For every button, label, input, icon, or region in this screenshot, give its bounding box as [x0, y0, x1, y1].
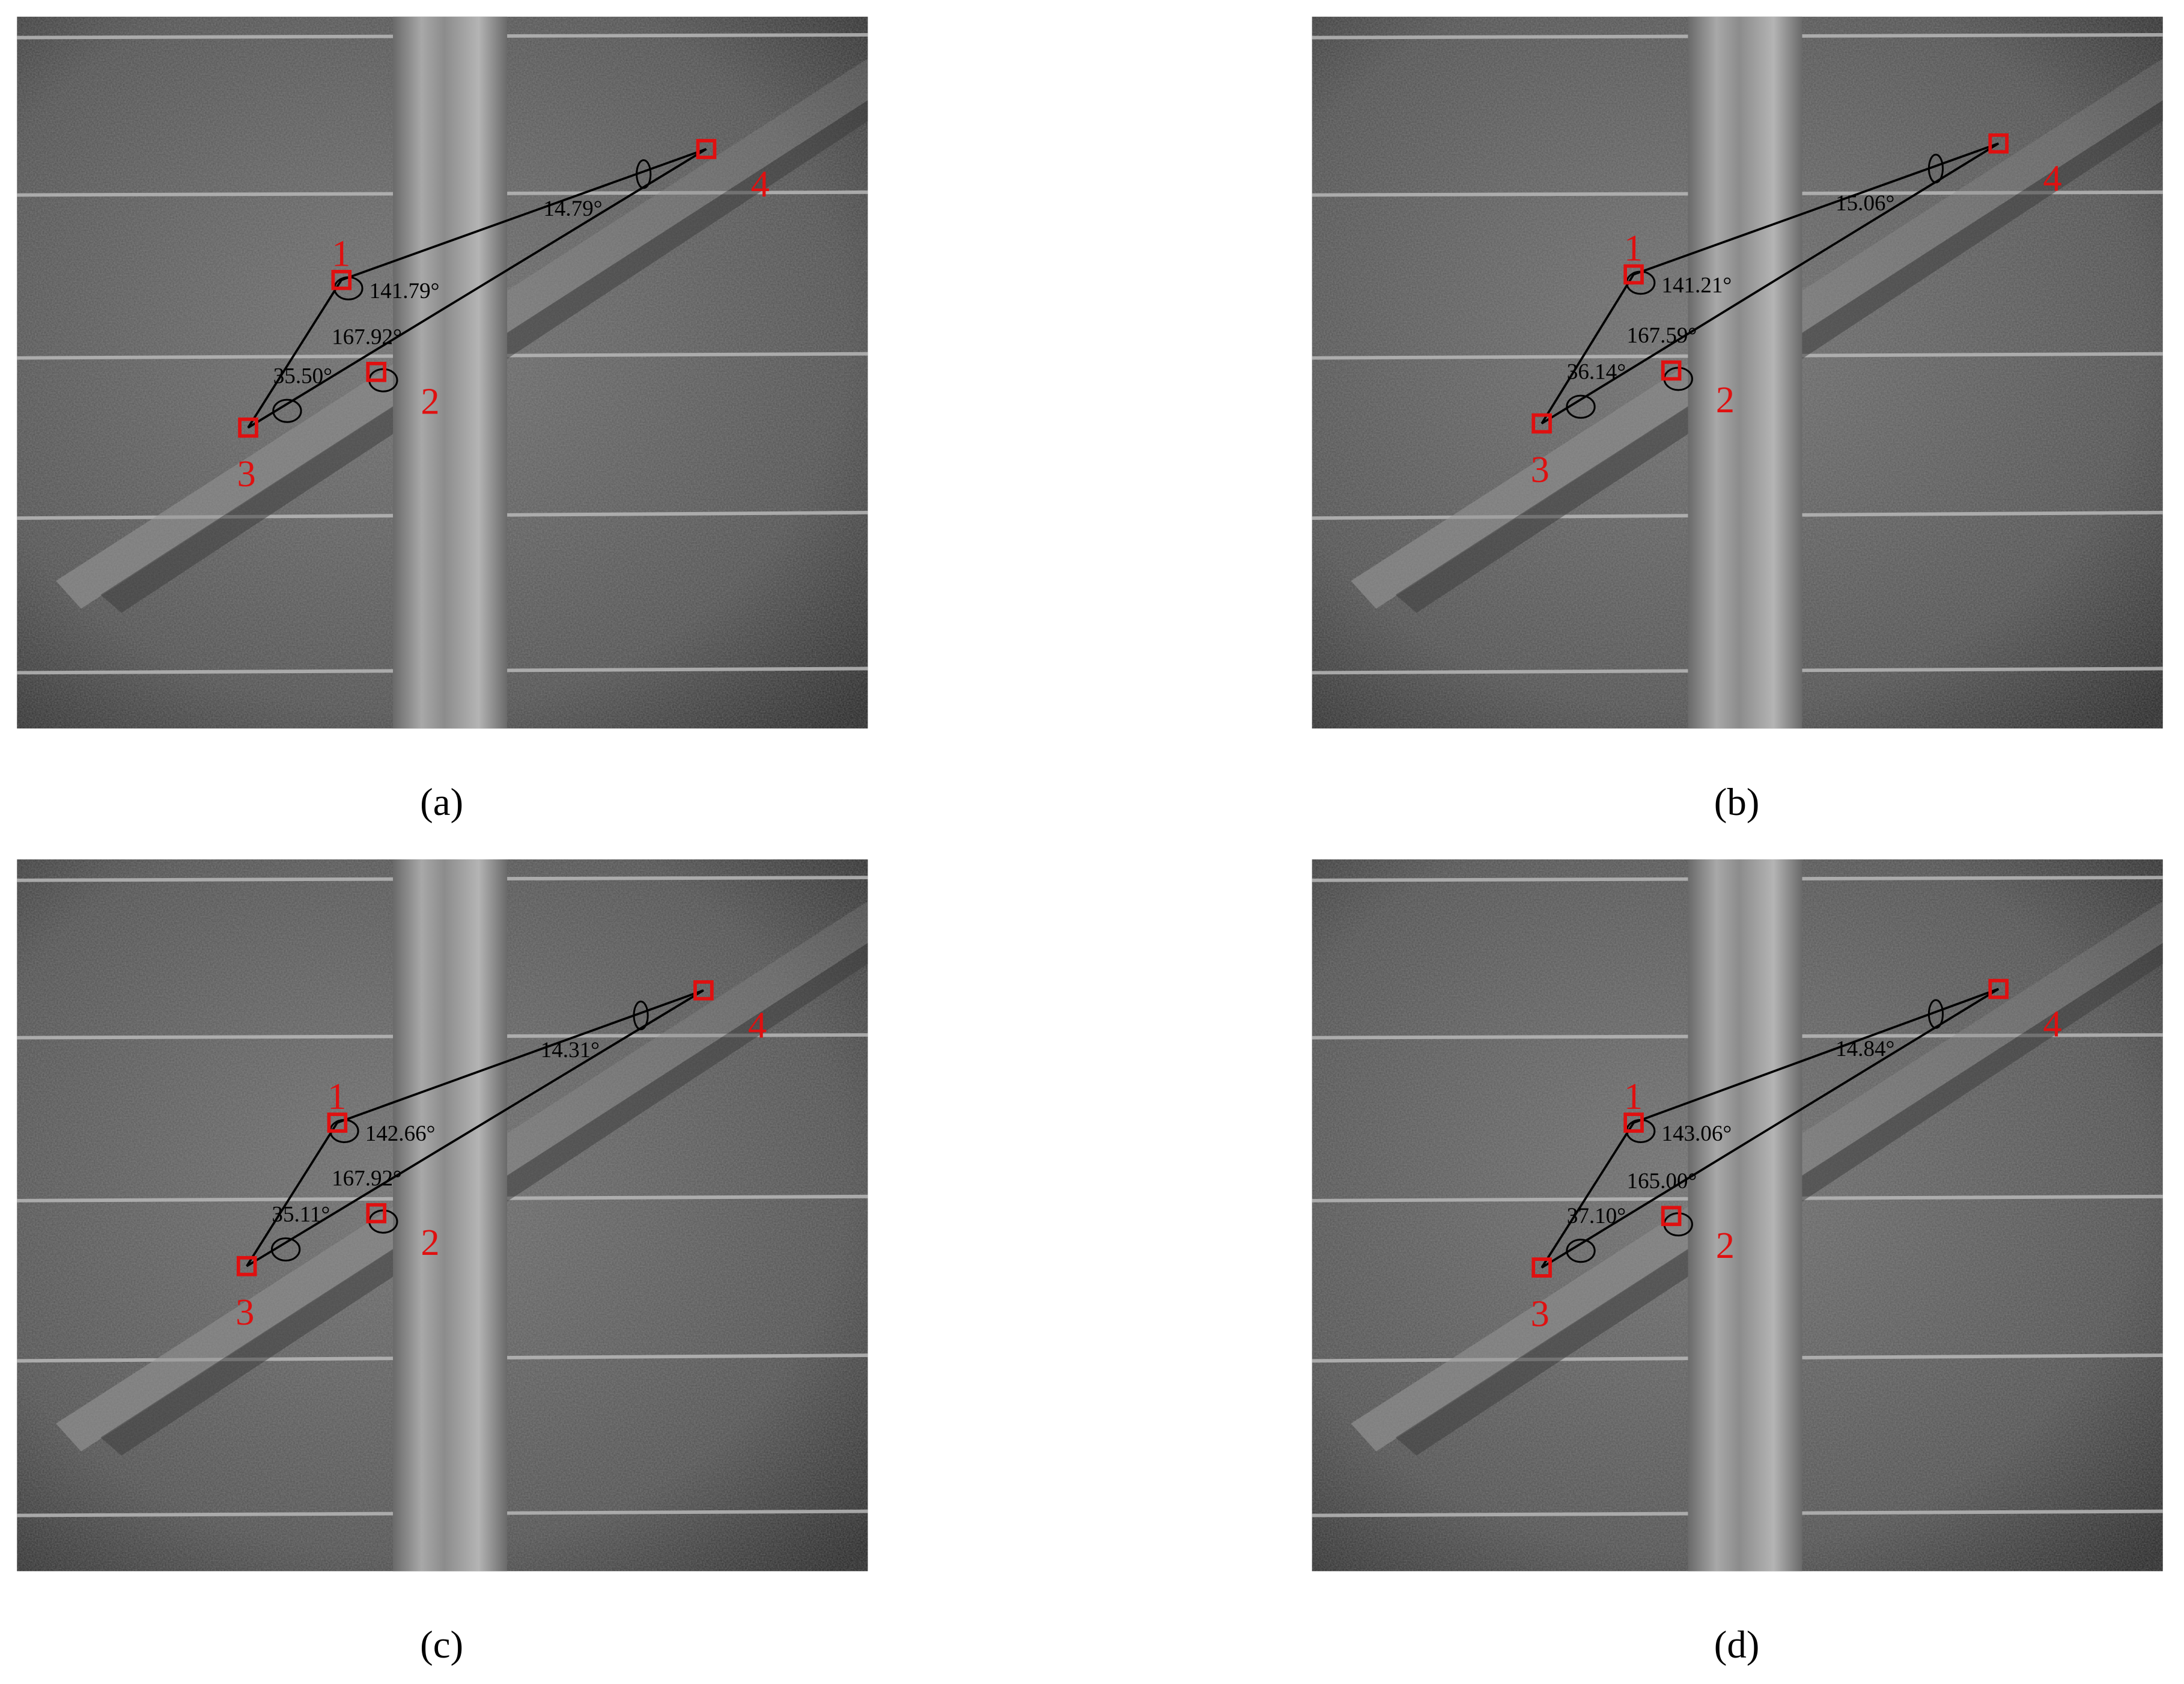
angle-outline — [246, 989, 704, 1268]
point-label: 1 — [327, 1075, 346, 1117]
caption: (c) — [420, 1623, 463, 1667]
angle-label: 143.06° — [1661, 1121, 1732, 1146]
point-label: 4 — [748, 1004, 767, 1046]
angle-label: 167.92° — [332, 1166, 402, 1191]
point-label: 2 — [1716, 379, 1735, 421]
point-label: 4 — [2043, 1002, 2061, 1045]
angle-label: 14.31° — [541, 1038, 600, 1063]
point-marker — [1661, 1206, 1682, 1227]
point-label: 3 — [237, 453, 255, 495]
point-label: 3 — [1531, 1292, 1550, 1334]
point-marker — [331, 270, 352, 290]
angle-label: 14.84° — [1836, 1037, 1894, 1061]
caption: (d) — [1714, 1623, 1760, 1667]
point-label: 4 — [751, 163, 770, 205]
point-label: 2 — [421, 380, 439, 422]
point-marker — [236, 1255, 257, 1277]
angle-label: 141.21° — [1661, 273, 1732, 298]
point-marker — [1623, 264, 1644, 285]
point-marker — [1532, 413, 1552, 434]
angle-arc — [1927, 999, 1944, 1029]
caption: (b) — [1714, 781, 1760, 824]
point-label: 4 — [2043, 157, 2061, 200]
point-label: 2 — [421, 1221, 439, 1263]
angle-label: 14.79° — [543, 197, 602, 221]
photo — [17, 17, 868, 728]
angle-outline — [247, 148, 707, 429]
angle-label: 35.50° — [273, 364, 332, 388]
point-marker — [366, 1203, 387, 1224]
angle-label: 35.11° — [272, 1203, 330, 1227]
point-marker — [1532, 1257, 1552, 1278]
point-label: 3 — [236, 1291, 254, 1333]
point-marker — [327, 1112, 348, 1133]
angle-arc — [636, 159, 652, 189]
angle-arc — [633, 1000, 649, 1031]
point-label: 1 — [1624, 1075, 1643, 1117]
panel: 143.06° 1 165.00° 2 37.10° 3 14.84° 4 — [1312, 859, 2163, 1571]
point-marker — [693, 980, 714, 1001]
point-label: 3 — [1531, 448, 1550, 490]
point-marker — [1661, 360, 1682, 381]
angle-outline — [1541, 142, 2000, 425]
point-label: 1 — [1624, 227, 1643, 269]
angle-label: 15.06° — [1836, 191, 1894, 216]
angle-arc — [270, 1237, 301, 1261]
photo — [1312, 859, 2163, 1571]
angle-label: 37.10° — [1567, 1204, 1626, 1228]
angle-arc — [1927, 153, 1944, 184]
panel: 141.79° 1 167.92° 2 35.50° 3 14.79° 4 — [17, 17, 868, 728]
point-marker — [1988, 978, 2009, 999]
point-marker — [1988, 133, 2009, 154]
angle-label: 142.66° — [365, 1121, 436, 1146]
point-label: 2 — [1716, 1224, 1735, 1266]
photo — [1312, 17, 2163, 728]
angle-label: 36.14° — [1567, 359, 1626, 384]
angle-label: 165.00° — [1626, 1169, 1697, 1194]
panel: 141.21° 1 167.59° 2 36.14° 3 15.06° 4 — [1312, 17, 2163, 728]
point-marker — [696, 139, 717, 159]
angle-arc — [272, 398, 302, 423]
point-marker — [1623, 1112, 1644, 1133]
angle-arc — [1566, 1239, 1596, 1263]
caption: (a) — [420, 781, 463, 824]
point-marker — [366, 362, 387, 382]
point-marker — [238, 417, 258, 438]
panel: 142.66° 1 167.92° 2 35.11° 3 14.31° 4 — [17, 859, 868, 1571]
point-label: 1 — [332, 233, 350, 275]
angle-label: 141.79° — [370, 279, 440, 304]
angle-label: 167.92° — [332, 325, 402, 349]
angle-arc — [1566, 394, 1596, 419]
photo — [17, 859, 868, 1571]
angle-outline — [1541, 987, 2000, 1269]
angle-label: 167.59° — [1626, 323, 1697, 348]
